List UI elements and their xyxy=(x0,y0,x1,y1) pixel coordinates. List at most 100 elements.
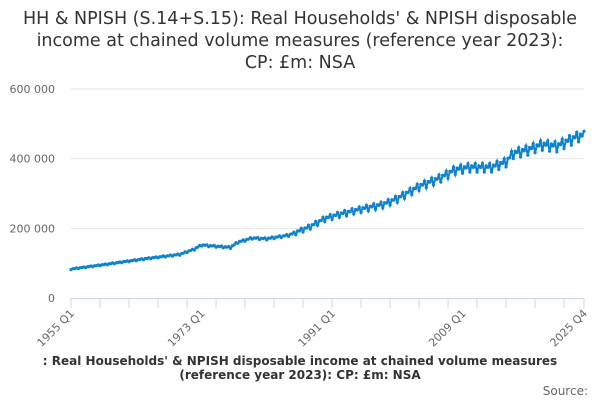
data-point xyxy=(402,196,407,200)
data-point xyxy=(431,183,436,187)
data-point xyxy=(326,215,331,220)
data-point xyxy=(466,162,470,166)
data-point xyxy=(352,212,356,216)
data-point xyxy=(497,167,501,172)
data-point xyxy=(517,146,521,150)
data-point xyxy=(509,149,514,153)
data-point xyxy=(538,139,543,143)
data-point xyxy=(263,236,267,240)
data-point xyxy=(344,214,349,218)
data-point xyxy=(475,170,479,174)
data-point xyxy=(508,156,512,160)
data-point xyxy=(567,134,572,138)
data-point xyxy=(319,218,323,223)
data-point xyxy=(401,191,405,195)
source-label: Source: xyxy=(542,384,588,398)
data-point xyxy=(428,180,432,184)
data-point xyxy=(366,209,370,213)
data-point xyxy=(442,174,447,178)
x-tick-label: 1955 Q1 xyxy=(35,307,78,350)
data-point xyxy=(337,215,341,220)
data-point xyxy=(328,212,332,217)
data-point xyxy=(553,140,557,144)
data-point xyxy=(413,186,418,191)
x-tick-label: 2009 Q1 xyxy=(426,307,469,350)
data-point xyxy=(192,248,196,252)
data-point xyxy=(537,144,541,148)
data-point xyxy=(502,157,506,161)
x-tick-label: 1973 Q1 xyxy=(165,307,208,350)
data-point xyxy=(540,148,544,152)
data-point xyxy=(549,142,553,146)
data-point xyxy=(453,172,457,177)
data-point xyxy=(526,153,530,157)
data-point xyxy=(500,161,505,166)
data-point xyxy=(334,213,338,218)
x-tick-label: 2025 Q4 xyxy=(548,307,591,350)
series-caption: : Real Households' & NPISH disposable in… xyxy=(42,354,558,382)
data-point xyxy=(430,176,434,180)
data-point xyxy=(305,226,309,230)
data-point xyxy=(355,208,360,212)
data-point xyxy=(518,155,523,159)
data-point xyxy=(301,230,305,234)
data-point xyxy=(315,223,320,227)
data-point xyxy=(364,203,369,207)
data-point xyxy=(573,136,577,140)
data-point xyxy=(286,234,291,239)
y-tick-label: 400 000 xyxy=(10,153,56,166)
data-point xyxy=(424,186,428,190)
data-point xyxy=(569,143,573,147)
data-point xyxy=(395,200,399,204)
data-point xyxy=(542,141,546,145)
data-point xyxy=(457,167,461,171)
data-point xyxy=(480,161,485,166)
data-point xyxy=(379,200,383,204)
data-point xyxy=(294,233,298,237)
data-point xyxy=(341,211,345,216)
data-point xyxy=(533,151,537,155)
data-point xyxy=(544,143,548,147)
data-point xyxy=(488,161,492,166)
data-point xyxy=(582,129,586,133)
data-point xyxy=(531,141,535,146)
data-point xyxy=(444,169,448,173)
data-point xyxy=(482,170,486,174)
data-point xyxy=(377,203,381,208)
data-point xyxy=(562,146,566,151)
data-point xyxy=(524,144,528,148)
data-point xyxy=(410,192,414,197)
data-point xyxy=(468,170,472,174)
data-point xyxy=(321,215,325,219)
data-point xyxy=(580,134,584,138)
data-point xyxy=(386,197,390,202)
data-point xyxy=(555,150,559,154)
data-point xyxy=(399,195,403,199)
data-point xyxy=(292,230,296,234)
data-point xyxy=(560,137,564,141)
data-point xyxy=(408,186,412,191)
data-point xyxy=(546,139,550,143)
data-point xyxy=(575,130,579,134)
data-point xyxy=(437,173,441,177)
data-point xyxy=(343,208,347,213)
data-point xyxy=(256,235,260,240)
series-line xyxy=(70,130,585,271)
data-point xyxy=(493,164,497,168)
data-point xyxy=(359,210,363,214)
y-tick-label: 200 000 xyxy=(10,222,56,235)
y-tick-label: 600 000 xyxy=(10,83,56,96)
data-point xyxy=(515,150,519,155)
data-point xyxy=(393,194,398,199)
data-point xyxy=(384,201,389,205)
data-point xyxy=(372,202,376,206)
data-point xyxy=(495,159,499,164)
data-point xyxy=(464,166,468,170)
data-point xyxy=(479,165,483,169)
data-point xyxy=(370,205,374,209)
data-point xyxy=(357,205,361,209)
data-point xyxy=(439,180,443,184)
data-point xyxy=(330,217,334,222)
data-point xyxy=(417,188,421,193)
